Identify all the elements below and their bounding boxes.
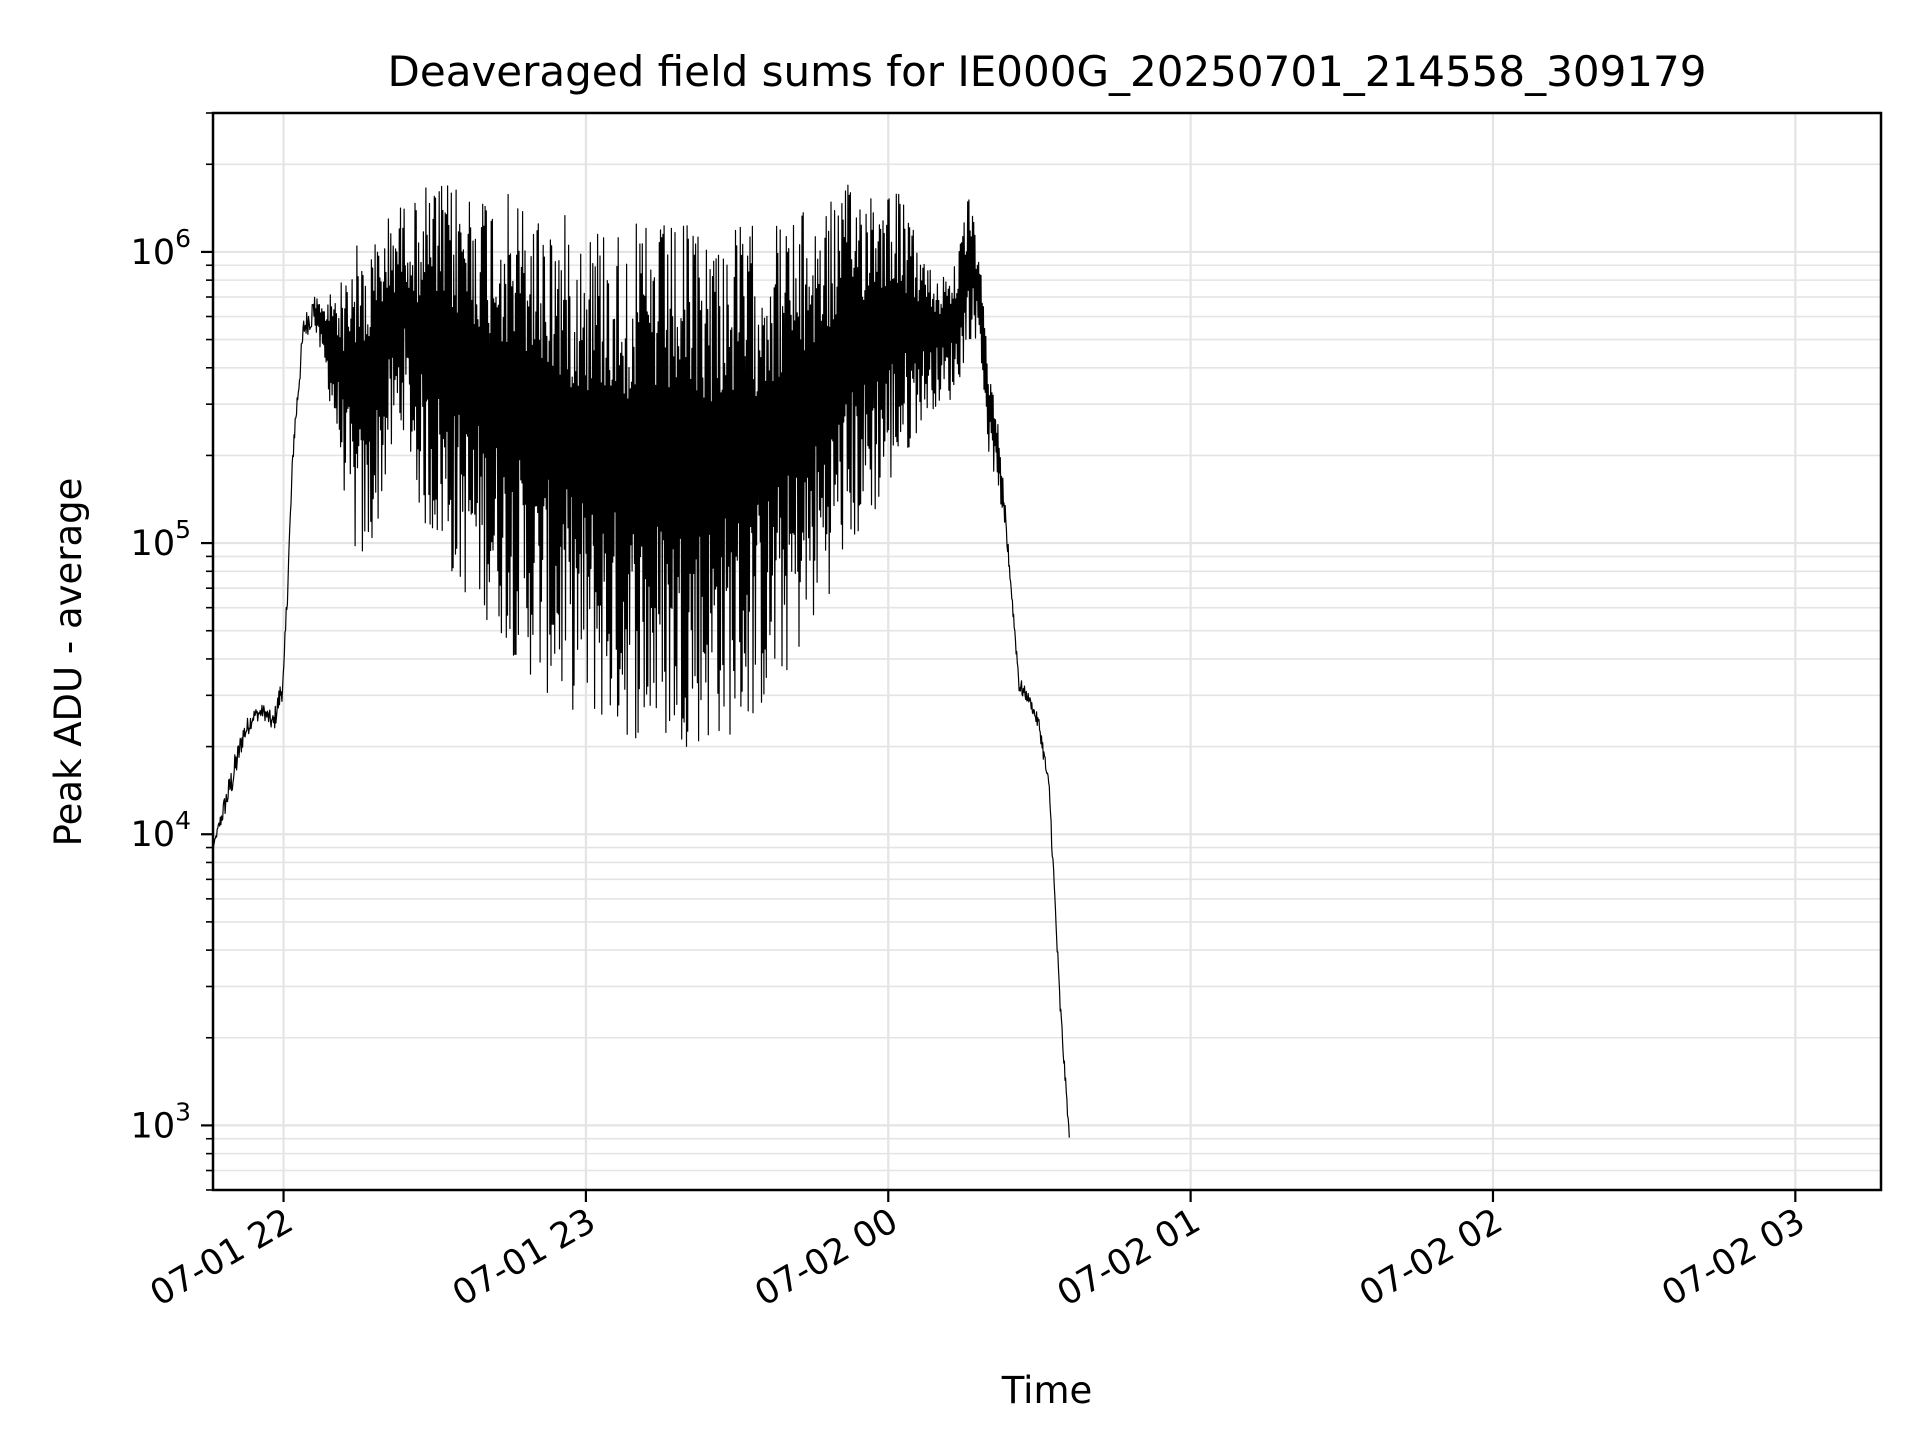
plot-frame: [211, 111, 1883, 1192]
x-tick-label: 07-02 01: [1051, 1201, 1207, 1314]
y-tick-label: 105: [131, 515, 191, 564]
x-tick-label: 07-01 22: [144, 1201, 300, 1314]
y-axis-label: Peak ADU - average: [47, 478, 90, 847]
x-tick-label: 07-02 03: [1656, 1201, 1812, 1314]
x-tick-label: 07-02 02: [1353, 1201, 1509, 1314]
x-tick-label: 07-01 23: [446, 1201, 602, 1314]
grid-layer: [213, 112, 1881, 1191]
series-layer: [212, 184, 1070, 1138]
series-line: [212, 184, 1070, 1138]
y-tick-label: 106: [131, 224, 191, 273]
y-tick-label: 103: [131, 1097, 191, 1146]
y-axis: 103 104 105 106: [131, 112, 213, 1191]
x-tick-label: 07-02 00: [748, 1201, 904, 1314]
x-axis-label: Time: [1001, 1369, 1093, 1412]
chart-title: Deaveraged field sums for IE000G_2025070…: [388, 47, 1707, 96]
x-axis: 07-01 22 07-01 23 07-02 00 07-02 01 07-02 02…: [144, 1190, 1812, 1314]
y-tick-label: 104: [131, 806, 191, 855]
